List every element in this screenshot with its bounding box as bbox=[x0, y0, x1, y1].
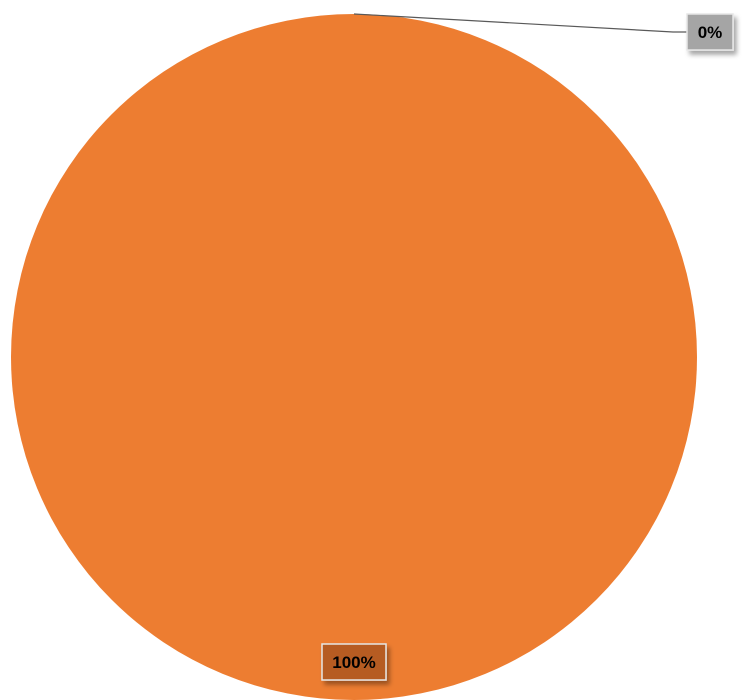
data-label-0: 0% bbox=[686, 13, 734, 51]
data-labels: 0% 100% bbox=[321, 13, 734, 681]
pie-slice-1 bbox=[11, 14, 697, 700]
data-label-box-1 bbox=[321, 643, 387, 681]
data-label-1: 100% bbox=[321, 643, 387, 681]
data-label-text-0: 0% bbox=[698, 23, 723, 42]
pie-slices bbox=[11, 14, 697, 700]
leader-line-0 bbox=[353, 13, 687, 33]
leader-lines bbox=[353, 13, 687, 33]
data-label-box-0 bbox=[686, 13, 734, 51]
data-label-text-1: 100% bbox=[332, 653, 375, 672]
